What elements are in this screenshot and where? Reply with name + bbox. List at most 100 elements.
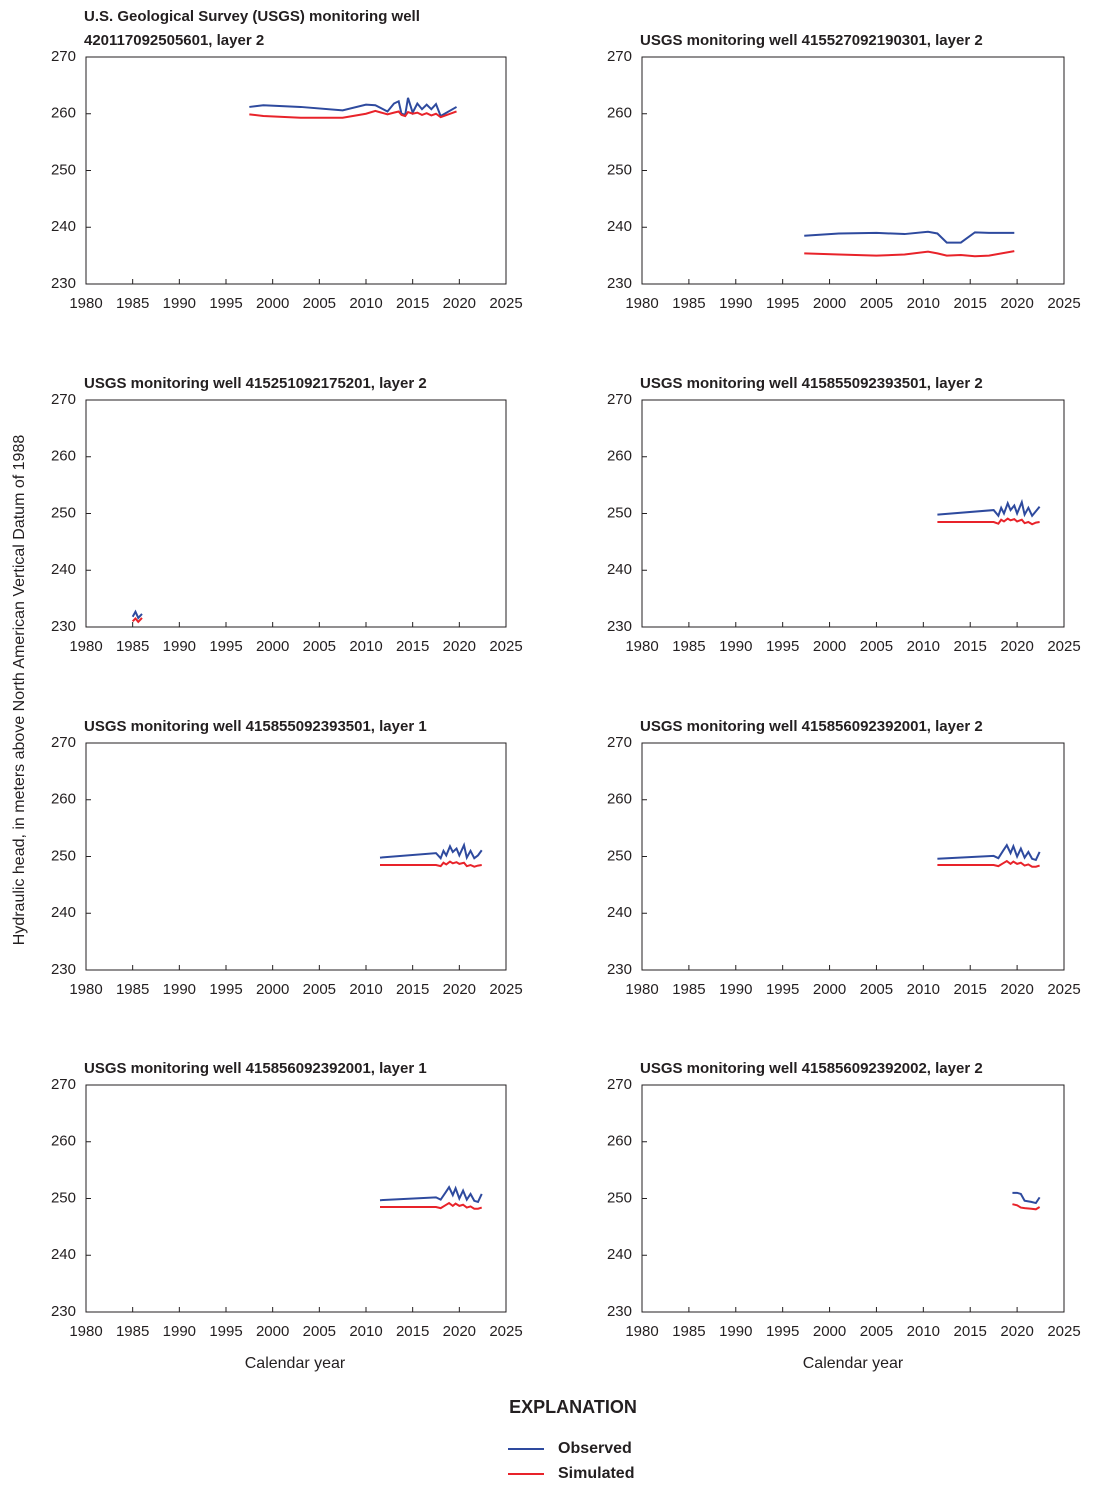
y-tick-label: 260 [607, 105, 632, 122]
y-tick-label: 250 [51, 847, 76, 864]
x-tick-label: 1990 [163, 638, 196, 655]
data-line [379, 1185, 483, 1204]
y-tick-label: 260 [51, 791, 76, 808]
x-tick-label: 2005 [303, 638, 336, 655]
data-line [937, 843, 1041, 862]
chart-title: USGS monitoring well 415251092175201, la… [84, 375, 427, 392]
x-tick-label: 2020 [443, 1323, 476, 1340]
y-tick-label: 260 [51, 1133, 76, 1150]
x-tick-label: 1990 [163, 295, 196, 312]
x-tick-label: 1980 [69, 295, 102, 312]
y-tick-label: 230 [607, 275, 632, 292]
data-line [380, 1201, 483, 1210]
y-tick-label: 230 [607, 961, 632, 978]
x-tick-label: 2000 [813, 981, 846, 998]
x-tick-label: 1985 [116, 981, 149, 998]
x-tick-label: 2005 [860, 295, 893, 312]
y-tick-label: 230 [51, 618, 76, 635]
y-tick-label: 250 [607, 161, 632, 178]
x-tick-label: 2000 [813, 638, 846, 655]
data-line [131, 609, 143, 620]
x-tick-label: 1995 [209, 981, 242, 998]
x-tick-label: 2010 [349, 638, 382, 655]
y-axis-label: Hydraulic head, in meters above North Am… [11, 435, 28, 946]
x-tick-label: 2020 [1000, 295, 1033, 312]
y-tick-label: 270 [607, 1076, 632, 1093]
x-tick-label: 1990 [719, 1323, 752, 1340]
x-tick-label: 2005 [303, 981, 336, 998]
x-tick-label: 2015 [954, 638, 987, 655]
x-tick-label: 2005 [860, 638, 893, 655]
data-line [380, 860, 482, 868]
y-tick-label: 240 [51, 218, 76, 235]
chart-title: USGS monitoring well 415856092392002, la… [640, 1060, 983, 1077]
x-tick-label: 2015 [954, 981, 987, 998]
x-tick-label: 1990 [719, 295, 752, 312]
y-tick-label: 250 [607, 504, 632, 521]
x-tick-label: 2010 [907, 638, 940, 655]
y-tick-label: 270 [51, 1076, 76, 1093]
x-tick-label: 1995 [766, 638, 799, 655]
y-tick-label: 260 [51, 448, 76, 465]
x-tick-label: 2015 [954, 295, 987, 312]
x-tick-label: 2020 [1000, 1323, 1033, 1340]
plot-frame [85, 399, 507, 628]
y-tick-label: 250 [607, 1189, 632, 1206]
y-tick-label: 260 [607, 791, 632, 808]
x-tick-label: 2000 [256, 981, 289, 998]
x-tick-label: 2025 [489, 638, 522, 655]
data-line [804, 250, 1015, 258]
x-tick-label: 2010 [907, 295, 940, 312]
y-tick-label: 270 [607, 734, 632, 751]
x-tick-label: 1980 [625, 1323, 658, 1340]
data-line [131, 616, 143, 624]
x-tick-label: 1995 [766, 295, 799, 312]
data-line [249, 97, 458, 118]
chart-title: USGS monitoring well 415856092392001, la… [84, 1060, 427, 1077]
x-tick-label: 2025 [1047, 638, 1080, 655]
x-tick-label: 1990 [719, 638, 752, 655]
x-tick-label: 2000 [813, 1323, 846, 1340]
x-tick-label: 1985 [672, 1323, 705, 1340]
plot-frame [85, 56, 507, 285]
y-tick-label: 230 [607, 618, 632, 635]
y-tick-label: 270 [607, 48, 632, 65]
data-line [249, 109, 457, 119]
plot-frame [85, 1084, 507, 1313]
x-tick-label: 1980 [625, 295, 658, 312]
chart-title: USGS monitoring well 415527092190301, la… [640, 32, 983, 49]
legend-label: Simulated [558, 1465, 634, 1482]
x-tick-label: 2020 [443, 981, 476, 998]
x-tick-label: 2025 [489, 981, 522, 998]
x-tick-label: 1980 [69, 638, 102, 655]
y-tick-label: 270 [51, 391, 76, 408]
x-tick-label: 2000 [256, 638, 289, 655]
x-tick-label: 1995 [209, 638, 242, 655]
x-tick-label: 1990 [163, 981, 196, 998]
data-line [937, 859, 1040, 868]
y-tick-label: 230 [51, 961, 76, 978]
x-tick-label: 1990 [719, 981, 752, 998]
y-tick-label: 240 [607, 218, 632, 235]
y-tick-label: 240 [51, 1246, 76, 1263]
x-tick-label: 2015 [396, 295, 429, 312]
y-tick-label: 270 [51, 48, 76, 65]
x-tick-label: 1980 [69, 981, 102, 998]
x-tick-label: 2010 [907, 981, 940, 998]
x-tick-label: 1995 [766, 1323, 799, 1340]
x-tick-label: 1990 [163, 1323, 196, 1340]
y-tick-label: 230 [51, 1303, 76, 1320]
y-tick-label: 240 [607, 561, 632, 578]
y-tick-label: 230 [51, 275, 76, 292]
data-line [937, 498, 1041, 518]
x-tick-label: 2005 [860, 1323, 893, 1340]
x-tick-label: 2010 [349, 1323, 382, 1340]
y-tick-label: 270 [607, 391, 632, 408]
y-tick-label: 250 [51, 504, 76, 521]
chart-title: USGS monitoring well 415856092392001, la… [640, 718, 983, 735]
x-axis-label: Calendar year [803, 1355, 904, 1372]
x-tick-label: 2015 [954, 1323, 987, 1340]
legend-label: Observed [558, 1440, 632, 1457]
x-axis-label: Calendar year [245, 1355, 346, 1372]
